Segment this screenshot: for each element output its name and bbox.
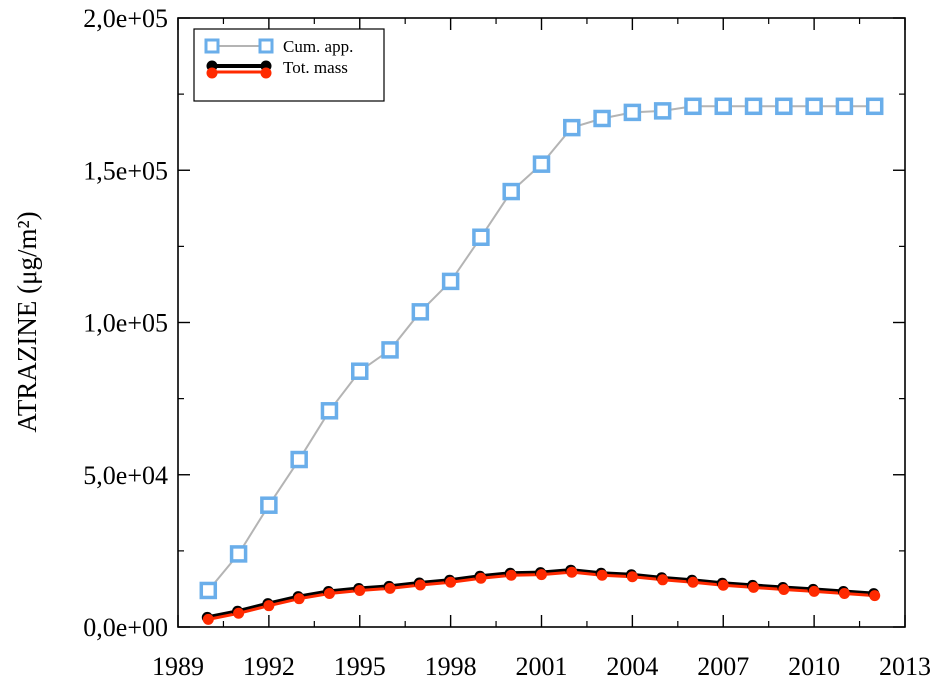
cum-app-point — [684, 97, 702, 116]
cum-app-point — [351, 362, 369, 380]
cum-app-point — [532, 155, 551, 173]
x-axis: 1989 1992 1995 1998 2001 2004 2007 2010 2013 — [152, 18, 931, 681]
tot-mass-point — [536, 569, 547, 581]
tot-mass-point — [323, 588, 335, 600]
x-tick-label: 2010 — [788, 652, 840, 681]
cum-app-point — [865, 97, 884, 116]
tot-mass-point — [293, 593, 305, 605]
x-tick-label: 1992 — [243, 652, 295, 681]
tot-mass-point — [414, 579, 426, 591]
y-tick-label: 1,5e+05 — [83, 156, 168, 185]
cum-app-point — [320, 402, 339, 420]
cum-app-point — [381, 341, 399, 359]
legend: Cum. app. Tot. mass — [193, 28, 385, 102]
tot-mass-point — [838, 588, 850, 600]
cum-app-point — [775, 97, 793, 116]
y-axis: 0,0e+00 5,0e+04 1,0e+05 1,5e+05 2,0e+05 — [83, 4, 905, 642]
legend-cum-app-marker — [204, 38, 220, 54]
cum-app-point — [623, 103, 642, 122]
y-tick-label: 1,0e+05 — [83, 309, 168, 338]
y-tick-label: 2,0e+05 — [83, 4, 168, 33]
x-tick-label: 1989 — [152, 652, 204, 681]
tot-mass-point — [445, 576, 457, 588]
tot-mass-point — [717, 579, 729, 591]
cum-app-point — [563, 118, 581, 137]
legend-tot-mass-label: Tot. mass — [283, 58, 348, 77]
cum-app-point — [260, 496, 278, 514]
cum-app-point — [472, 228, 490, 246]
tot-mass-point — [505, 569, 517, 581]
x-tick-label: 2001 — [516, 652, 568, 681]
cum-app-point — [805, 97, 823, 116]
tot-mass-point — [475, 572, 487, 584]
cum-app-point — [835, 97, 854, 116]
tot-mass-point — [233, 607, 245, 619]
cum-app-point — [290, 450, 308, 469]
legend-tot-mass-marker — [206, 67, 218, 79]
tot-mass-point — [566, 566, 578, 578]
legend-cum-app-label: Cum. app. — [283, 37, 353, 56]
cum-app-point — [593, 109, 611, 128]
tot-mass-point — [808, 585, 820, 597]
cum-app-point — [199, 581, 218, 600]
x-tick-label: 2004 — [606, 652, 658, 681]
legend-cum-app-marker — [258, 38, 274, 54]
cum-app-point — [744, 97, 763, 116]
legend-tot-mass-marker — [260, 67, 272, 79]
tot-mass-point — [778, 584, 790, 596]
y-tick-label: 0,0e+00 — [83, 613, 168, 642]
tot-mass-point — [354, 584, 366, 596]
y-tick-label: 5,0e+04 — [83, 461, 168, 490]
series-cum-app — [199, 97, 884, 600]
cum-app-point — [441, 272, 460, 291]
cum-app-line — [207, 105, 875, 592]
tot-mass-point — [263, 600, 275, 612]
tot-mass-point — [202, 613, 214, 625]
cum-app-point — [229, 545, 248, 563]
y-axis-title: ATRAZINE (μg/m²) — [12, 211, 42, 432]
x-tick-label: 1998 — [425, 652, 477, 681]
cum-app-point — [502, 182, 520, 201]
x-tick-label: 2013 — [879, 652, 931, 681]
cum-app-point — [714, 97, 732, 116]
tot-mass-point — [657, 574, 669, 586]
plot-frame — [177, 17, 906, 628]
series-tot-mass — [201, 564, 881, 625]
tot-mass-point — [384, 582, 396, 594]
x-tick-label: 1995 — [334, 652, 386, 681]
tot-mass-point — [687, 576, 699, 588]
series-layer — [199, 97, 884, 625]
tot-mass-point — [596, 569, 608, 581]
cum-app-point — [653, 102, 672, 120]
cum-app-point — [411, 303, 430, 321]
tot-mass-point — [626, 571, 638, 583]
tot-mass-point — [869, 590, 881, 602]
x-tick-label: 2007 — [697, 652, 749, 681]
tot-mass-point — [748, 581, 760, 593]
